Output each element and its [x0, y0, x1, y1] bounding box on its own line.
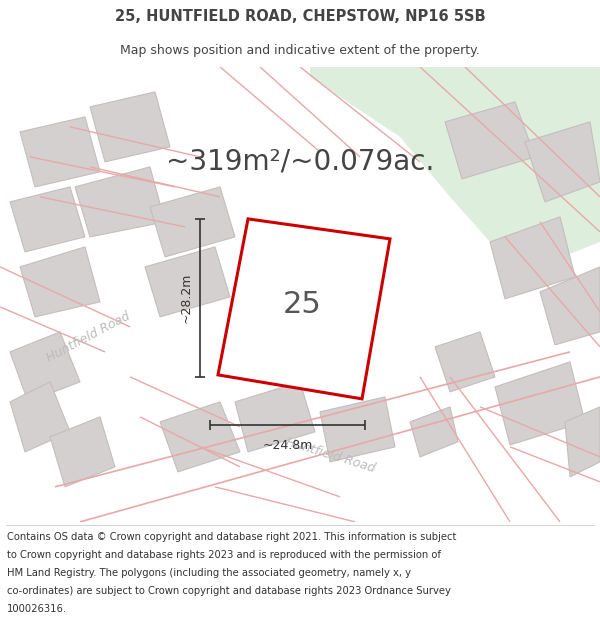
Polygon shape — [490, 217, 575, 299]
Text: Huntfield Road: Huntfield Road — [44, 309, 132, 364]
Polygon shape — [10, 187, 85, 252]
Text: ~28.2m: ~28.2m — [180, 272, 193, 323]
Polygon shape — [495, 362, 585, 445]
Text: ~24.8m: ~24.8m — [262, 439, 313, 452]
Polygon shape — [20, 247, 100, 317]
Polygon shape — [540, 267, 600, 345]
Polygon shape — [310, 67, 600, 262]
Polygon shape — [160, 402, 240, 472]
Polygon shape — [75, 167, 165, 237]
Text: 100026316.: 100026316. — [7, 604, 67, 614]
Text: HM Land Registry. The polygons (including the associated geometry, namely x, y: HM Land Registry. The polygons (includin… — [7, 568, 411, 578]
Text: 25: 25 — [283, 291, 322, 319]
Polygon shape — [10, 382, 70, 452]
Polygon shape — [235, 382, 315, 452]
Text: Map shows position and indicative extent of the property.: Map shows position and indicative extent… — [120, 44, 480, 57]
Polygon shape — [150, 187, 235, 257]
Text: to Crown copyright and database rights 2023 and is reproduced with the permissio: to Crown copyright and database rights 2… — [7, 550, 441, 560]
Polygon shape — [435, 332, 495, 392]
Text: ~319m²/~0.079ac.: ~319m²/~0.079ac. — [166, 148, 434, 176]
Polygon shape — [565, 407, 600, 477]
Polygon shape — [410, 407, 458, 457]
Text: 25, HUNTFIELD ROAD, CHEPSTOW, NP16 5SB: 25, HUNTFIELD ROAD, CHEPSTOW, NP16 5SB — [115, 9, 485, 24]
Text: co-ordinates) are subject to Crown copyright and database rights 2023 Ordnance S: co-ordinates) are subject to Crown copyr… — [7, 586, 451, 596]
Polygon shape — [10, 332, 80, 402]
Polygon shape — [90, 92, 170, 162]
Polygon shape — [145, 247, 230, 317]
Polygon shape — [218, 219, 390, 399]
Text: Huntfield Road: Huntfield Road — [284, 435, 376, 474]
Polygon shape — [320, 397, 395, 462]
Text: Contains OS data © Crown copyright and database right 2021. This information is : Contains OS data © Crown copyright and d… — [7, 532, 457, 542]
Polygon shape — [445, 102, 535, 179]
Polygon shape — [525, 122, 600, 202]
Polygon shape — [20, 117, 100, 187]
Polygon shape — [50, 417, 115, 487]
